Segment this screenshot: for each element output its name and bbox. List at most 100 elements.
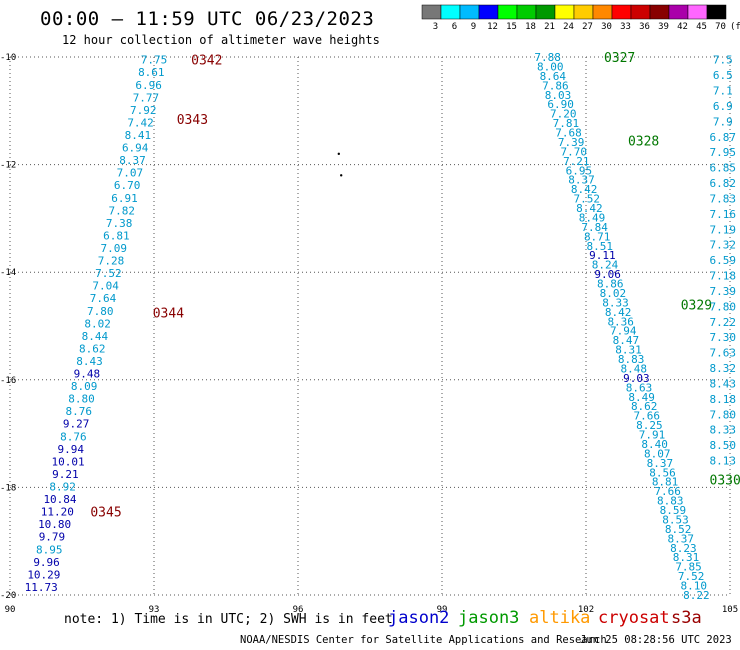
wave-height-label: 8.92 <box>49 481 76 494</box>
wave-height-label: 10.29 <box>27 568 60 581</box>
wave-height-label: 8.49 <box>628 391 655 404</box>
wave-height-label: 6.85 <box>710 162 737 175</box>
x-tick-label: 90 <box>5 605 16 615</box>
wave-height-label: 8.42 <box>576 202 603 215</box>
wave-height-label: 8.33 <box>602 296 629 309</box>
wave-height-label: 7.18 <box>710 270 737 283</box>
wave-height-label: 8.80 <box>68 393 95 406</box>
wave-height-label: 8.37 <box>667 532 694 545</box>
legend-bin-label: 45 <box>696 22 707 32</box>
wave-height-label: 8.62 <box>79 342 106 355</box>
track-labels: 7.758.616.967.777.927.428.416.948.377.07… <box>25 51 740 602</box>
legend-bin-label: 15 <box>506 22 517 32</box>
wave-height-label: 8.33 <box>710 424 737 437</box>
footer-note: note: 1) Time is in UTC; 2) SWH is in fe… <box>64 612 393 627</box>
wave-height-label: 9.03 <box>623 372 650 385</box>
wave-height-label: 7.84 <box>581 221 608 234</box>
wave-height-label: 9.27 <box>63 418 90 431</box>
wave-height-label: 7.42 <box>127 116 154 129</box>
time-label: 0342 <box>191 54 222 69</box>
legend-bin-label: 18 <box>525 22 536 32</box>
wave-height-label: 7.95 <box>710 146 737 159</box>
legend-swatch <box>668 4 689 20</box>
wave-height-label: 7.64 <box>90 292 117 305</box>
wave-height-label: 8.31 <box>615 344 642 357</box>
wave-height-label: 8.50 <box>710 439 737 452</box>
wave-height-label: 9.48 <box>74 368 101 381</box>
wave-height-label: 6.94 <box>122 142 149 155</box>
wave-height-label: 7.09 <box>100 242 127 255</box>
wave-height-label: 8.86 <box>597 278 624 291</box>
wave-height-label: 7.63 <box>710 347 737 360</box>
legend-swatch <box>649 4 670 20</box>
wave-height-label: 7.70 <box>560 145 587 158</box>
wave-height-label: 7.32 <box>710 239 737 252</box>
wave-height-label: 9.06 <box>594 268 621 281</box>
wave-height-label: 7.80 <box>87 305 114 318</box>
legend-bin-label: 21 <box>544 22 555 32</box>
wave-height-label: 8.10 <box>681 580 708 593</box>
wave-height-label: 8.37 <box>119 154 146 167</box>
legend-bin-label: 12 <box>487 22 498 32</box>
wave-height-label: 7.81 <box>553 117 580 130</box>
wave-height-label: 7.39 <box>558 136 585 149</box>
wave-height-label: 7.5 <box>713 54 733 67</box>
wave-height-label: 7.88 <box>534 51 561 64</box>
legend-swatch <box>421 4 442 20</box>
wave-height-label: 8.42 <box>571 183 598 196</box>
wave-height-label: 7.86 <box>542 79 569 92</box>
wave-height-label: 9.11 <box>589 249 616 262</box>
y-tick-label: -12 <box>0 161 16 171</box>
wave-height-label: 7.83 <box>710 192 737 205</box>
mission-cryosat: cryosat <box>598 608 670 628</box>
wave-height-label: 8.00 <box>537 60 564 73</box>
chart-title: 00:00 – 11:59 UTC 06/23/2023 <box>40 8 375 30</box>
wave-height-label: 11.20 <box>41 506 74 519</box>
wave-height-label: 8.47 <box>613 334 640 347</box>
wave-height-label: 7.30 <box>710 331 737 344</box>
legend-swatch <box>535 4 556 20</box>
wave-height-label: 7.39 <box>710 285 737 298</box>
wave-height-label: 8.43 <box>76 355 103 368</box>
wave-height-label: 7.80 <box>710 300 737 313</box>
mission-altika: altika <box>529 608 591 628</box>
legend-swatch <box>554 4 575 20</box>
wave-height-label: 8.61 <box>138 66 165 79</box>
wave-height-label: 7.20 <box>550 108 577 121</box>
wave-height-label: 7.82 <box>109 204 136 217</box>
wave-height-label: 8.37 <box>647 457 674 470</box>
legend-swatch <box>516 4 537 20</box>
wave-height-label: 8.02 <box>600 287 627 300</box>
wave-height-label: 8.32 <box>710 362 737 375</box>
mission-s3a: s3a <box>671 608 702 628</box>
wave-height-label: 6.5 <box>713 69 733 82</box>
wave-height-label: 8.44 <box>82 330 109 343</box>
wave-height-label: 7.94 <box>610 325 637 338</box>
wave-height-label: 8.13 <box>710 455 737 468</box>
wave-height-label: 8.71 <box>584 230 611 243</box>
wave-height-label: 8.09 <box>71 380 98 393</box>
legend-swatch <box>706 4 727 20</box>
legend-bin-label: 27 <box>582 22 593 32</box>
wave-height-label: 7.68 <box>555 127 582 140</box>
wave-height-label: 8.76 <box>66 405 93 418</box>
legend-swatch <box>611 4 632 20</box>
wave-height-label: 8.62 <box>631 400 658 413</box>
mission-jason2: jason2 <box>388 608 450 628</box>
wave-height-label: 7.52 <box>95 267 122 280</box>
generated-timestamp: Jun 25 08:28:56 UTC 2023 <box>580 634 732 646</box>
wave-height-label: 8.64 <box>540 70 567 83</box>
mission-jason3: jason3 <box>458 608 520 628</box>
wave-height-label: 10.01 <box>51 455 84 468</box>
wave-height-label: 6.81 <box>103 229 130 242</box>
wave-height-label: 8.76 <box>60 430 87 443</box>
wave-height-label: 9.94 <box>57 443 84 456</box>
legend-bin-label: 39 <box>658 22 669 32</box>
wave-height-label: 8.95 <box>36 543 63 556</box>
wave-height-label: 7.85 <box>675 561 702 574</box>
y-tick-label: -16 <box>0 376 16 386</box>
wave-height-label: 7.22 <box>710 316 737 329</box>
wave-height-label: 8.63 <box>626 381 653 394</box>
credit-line: NOAA/NESDIS Center for Satellite Applica… <box>240 634 732 646</box>
wave-height-label: 7.07 <box>117 167 144 180</box>
